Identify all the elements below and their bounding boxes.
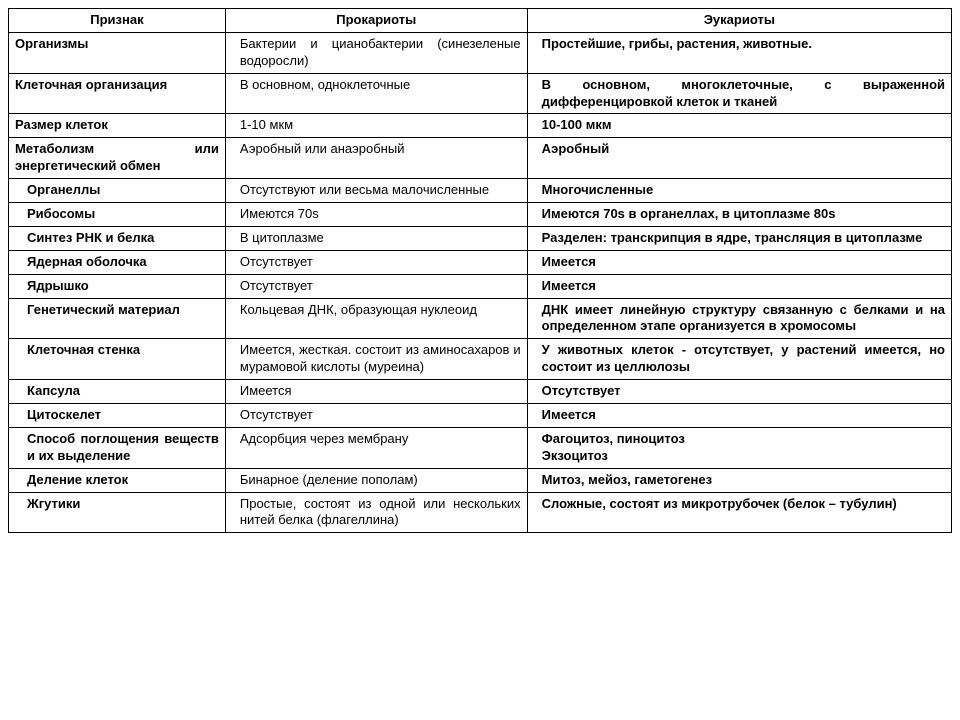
eukaryote-cell: ДНК имеет линейную структуру связанную с… [527,298,951,339]
trait-cell: Деление клеток [9,468,226,492]
eukaryote-cell: Сложные, состоят из микротрубочек (белок… [527,492,951,533]
table-row: Цитоскелет Отсутствует Имеется [9,404,952,428]
trait-cell: Организмы [9,32,226,73]
trait-cell: Размер клеток [9,114,226,138]
trait-cell: Синтез РНК и белка [9,226,226,250]
prokaryote-cell: Имеется [225,380,527,404]
eukaryote-cell: Имеется [527,404,951,428]
prokaryote-cell: Аэробный или анаэробный [225,138,527,179]
trait-cell: Органеллы [9,179,226,203]
prokaryote-cell: Бинарное (деление пополам) [225,468,527,492]
eukaryote-cell: 10-100 мкм [527,114,951,138]
trait-cell: Метаболизм или энергетический обмен [9,138,226,179]
prokaryote-cell: Отсутствует [225,404,527,428]
eukaryote-cell: Отсутствует [527,380,951,404]
table-row: Органеллы Отсутствуют или весьма малочис… [9,179,952,203]
table-row: Жгутики Простые, состоят из одной или не… [9,492,952,533]
eukaryote-cell: Имеются 70s в органеллах, в цитоплазме 8… [527,203,951,227]
eukaryote-cell: В основном, многоклеточные, с выраженной… [527,73,951,114]
eukaryote-cell: Многочисленные [527,179,951,203]
trait-cell: Клеточная организация [9,73,226,114]
table-row: Клеточная стенка Имеется, жесткая. состо… [9,339,952,380]
table-row: Рибосомы Имеются 70s Имеются 70s в орган… [9,203,952,227]
table-row: Организмы Бактерии и цианобактерии (сине… [9,32,952,73]
eukaryote-cell: Митоз, мейоз, гаметогенез [527,468,951,492]
eukaryote-cell: У животных клеток - отсутствует, у расте… [527,339,951,380]
trait-cell: Цитоскелет [9,404,226,428]
table-row: Способ поглощения веществ и их выделение… [9,427,952,468]
prokaryote-cell: В основном, одноклеточные [225,73,527,114]
prokaryote-cell: 1-10 мкм [225,114,527,138]
prokaryote-cell: Имеются 70s [225,203,527,227]
prokaryote-cell: Бактерии и цианобактерии (синезеленые во… [225,32,527,73]
trait-cell: Рибосомы [9,203,226,227]
table-header-row: Признак Прокариоты Эукариоты [9,9,952,33]
prokaryote-cell: Отсутствуют или весьма малочисленные [225,179,527,203]
eukaryote-cell: Имеется [527,250,951,274]
trait-cell: Ядерная оболочка [9,250,226,274]
trait-cell: Ядрышко [9,274,226,298]
header-eukaryotes: Эукариоты [527,9,951,33]
table-row: Деление клеток Бинарное (деление пополам… [9,468,952,492]
prokaryote-cell: В цитоплазме [225,226,527,250]
prokaryote-cell: Отсутствует [225,274,527,298]
trait-cell: Способ поглощения веществ и их выделение [9,427,226,468]
table-row: Ядрышко Отсутствует Имеется [9,274,952,298]
table-row: Метаболизм или энергетический обмен Аэро… [9,138,952,179]
eukaryote-cell: Разделен: транскрипция в ядре, трансляци… [527,226,951,250]
eukaryote-cell: Простейшие, грибы, растения, животные. [527,32,951,73]
prokaryote-cell: Кольцевая ДНК, образующая нуклеоид [225,298,527,339]
eukaryote-cell: Фагоцитоз, пиноцитоз Экзоцитоз [527,427,951,468]
table-row: Размер клеток 1-10 мкм 10-100 мкм [9,114,952,138]
table-row: Клеточная организация В основном, однокл… [9,73,952,114]
eukaryote-cell: Имеется [527,274,951,298]
trait-cell: Жгутики [9,492,226,533]
trait-cell: Генетический материал [9,298,226,339]
table-row: Генетический материал Кольцевая ДНК, обр… [9,298,952,339]
trait-cell: Капсула [9,380,226,404]
table-row: Капсула Имеется Отсутствует [9,380,952,404]
prokaryote-cell: Простые, состоят из одной или нескольких… [225,492,527,533]
prokaryote-cell: Отсутствует [225,250,527,274]
table-row: Синтез РНК и белка В цитоплазме Разделен… [9,226,952,250]
prokaryote-cell: Адсорбция через мембрану [225,427,527,468]
header-trait: Признак [9,9,226,33]
comparison-table: Признак Прокариоты Эукариоты Организмы Б… [8,8,952,533]
trait-cell: Клеточная стенка [9,339,226,380]
prokaryote-cell: Имеется, жесткая. состоит из аминосахаро… [225,339,527,380]
eukaryote-cell: Аэробный [527,138,951,179]
table-row: Ядерная оболочка Отсутствует Имеется [9,250,952,274]
header-prokaryotes: Прокариоты [225,9,527,33]
